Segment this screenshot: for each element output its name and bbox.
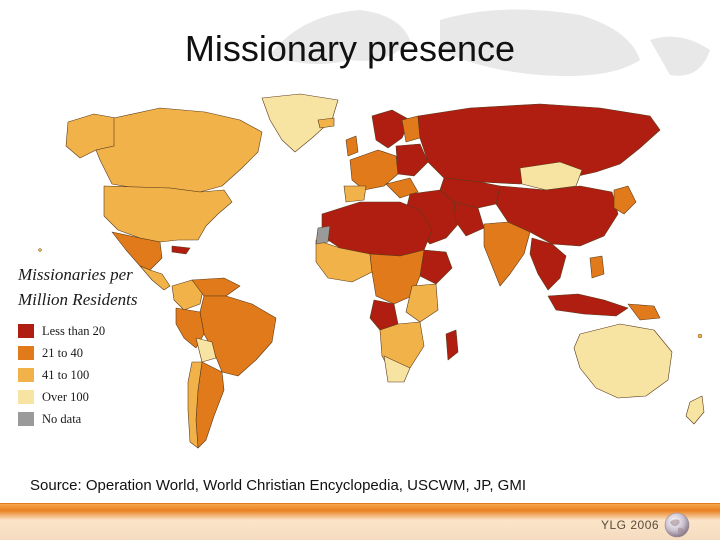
legend-item: Less than 20 (18, 320, 105, 342)
region-greenland (261, 93, 339, 153)
legend-item: No data (18, 408, 105, 430)
legend-swatch (18, 346, 34, 360)
region-bolivia (195, 337, 217, 363)
region-iceland (317, 117, 335, 129)
legend-list: Less than 20 21 to 40 41 to 100 Over 100… (16, 318, 110, 432)
map-legend: Missionaries per Million Residents Less … (16, 262, 166, 432)
region-uk (345, 135, 359, 157)
legend-swatch (18, 412, 34, 426)
region-madagascar (445, 329, 459, 361)
region-indonesia (547, 293, 629, 317)
legend-title-line2: Million Residents (16, 287, 140, 312)
region-west-africa (315, 239, 373, 283)
region-new-zealand (685, 395, 705, 425)
region-chile (187, 361, 203, 449)
region-caribbean (171, 245, 191, 255)
slide-title: Missionary presence (184, 28, 516, 69)
legend-label: Over 100 (42, 389, 89, 404)
legend-title-line1: Missionaries per (16, 262, 135, 287)
legend-item: 21 to 40 (18, 342, 105, 364)
globe-icon (664, 512, 690, 538)
region-korea-japan (613, 185, 637, 215)
region-east-africa (405, 283, 439, 323)
region-venezuela-guianas (191, 277, 241, 297)
legend-item: Over 100 (18, 386, 105, 408)
region-eastern-europe (395, 143, 429, 177)
region-scandinavia (371, 109, 411, 149)
legend-label: 21 to 40 (42, 345, 83, 360)
region-southeast-asia (529, 237, 567, 291)
region-mexico (111, 231, 163, 271)
region-india (483, 221, 531, 287)
region-finland (401, 115, 421, 143)
region-hawaii (38, 248, 42, 252)
region-iberia (343, 185, 367, 203)
region-russia (417, 103, 661, 185)
region-horn-of-africa (419, 249, 453, 285)
region-australia (573, 323, 673, 399)
region-pacific-islands (697, 333, 703, 339)
legend-swatch (18, 368, 34, 382)
region-iran (453, 201, 485, 237)
legend-item: 41 to 100 (18, 364, 105, 386)
region-western-sahara-nodata (315, 225, 331, 245)
region-western-europe (349, 149, 399, 191)
region-canada (95, 107, 263, 193)
footer-bar (0, 504, 720, 540)
region-balkans (385, 177, 419, 199)
legend-swatch (18, 324, 34, 338)
region-papua (627, 303, 661, 321)
legend-label: No data (42, 411, 82, 426)
legend-label: Less than 20 (42, 323, 106, 338)
legend-label: 41 to 100 (42, 367, 90, 382)
region-philippines (589, 255, 605, 279)
region-south-africa (383, 355, 411, 383)
world-map (38, 93, 705, 449)
source-citation: Source: Operation World, World Christian… (30, 477, 527, 494)
region-central-america (139, 265, 171, 291)
brand-label: YLG 2006 (601, 518, 660, 532)
region-mongolia (519, 161, 583, 191)
region-china (495, 185, 619, 247)
region-brazil (199, 295, 277, 377)
region-usa (103, 185, 233, 243)
legend-swatch (18, 390, 34, 404)
